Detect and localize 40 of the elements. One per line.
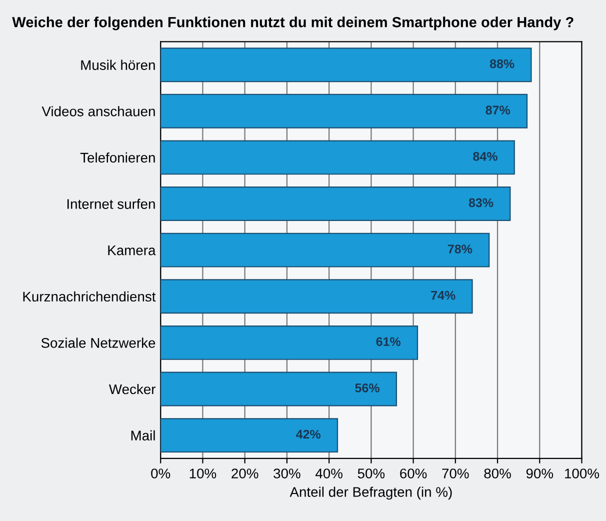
data-label: 83% xyxy=(468,198,494,208)
x-tick-label: 10% xyxy=(190,468,216,478)
x-tick-label: 20% xyxy=(232,468,258,478)
data-label: 88% xyxy=(490,59,514,68)
bar xyxy=(160,279,473,314)
y-tick-label: Mail xyxy=(131,430,155,440)
bar xyxy=(160,418,338,453)
y-tick-label: Kurznachrichendienst xyxy=(23,291,156,302)
bar xyxy=(160,325,418,360)
bar xyxy=(160,94,528,128)
y-tick-label: Telefonieren xyxy=(80,152,155,163)
x-tick-label: 90% xyxy=(526,468,554,478)
bar xyxy=(160,372,397,406)
data-label: 78% xyxy=(448,244,472,254)
x-tick-label: 70% xyxy=(442,468,469,478)
bar xyxy=(160,232,490,268)
y-tick-label: Wecker xyxy=(108,384,156,394)
x-tick-label: 60% xyxy=(400,468,427,478)
y-tick-label: Videos anschauen xyxy=(42,106,155,116)
x-tick-label: 50% xyxy=(358,468,385,478)
x-tick-label: 100% xyxy=(565,468,600,478)
data-label: 56% xyxy=(355,384,380,392)
x-tick-label: 40% xyxy=(315,468,342,478)
x-tick-label: 80% xyxy=(484,468,511,478)
y-tick-label: Soziale Netzwerke xyxy=(41,338,156,348)
x-axis-title: Anteil der Befragten (in %) xyxy=(290,486,452,500)
data-label: 61% xyxy=(376,337,401,346)
data-label: 42% xyxy=(296,430,321,439)
chart-title: Weiche der folgenden Funktionen nutzt du mit deinem Smartphone oder Handy ? xyxy=(12,16,574,30)
data-label: 84% xyxy=(473,152,498,161)
y-tick-label: Musik hören xyxy=(81,60,155,70)
data-label: 74% xyxy=(431,290,456,300)
bar xyxy=(160,140,515,175)
bar xyxy=(160,48,532,82)
y-tick-label: Internet surfen xyxy=(67,198,155,209)
x-tick-label: 0% xyxy=(151,468,170,478)
data-label: 87% xyxy=(486,106,510,114)
bar xyxy=(160,186,511,221)
x-tick-label: 30% xyxy=(274,468,300,478)
y-tick-label: Kamera xyxy=(108,246,156,256)
